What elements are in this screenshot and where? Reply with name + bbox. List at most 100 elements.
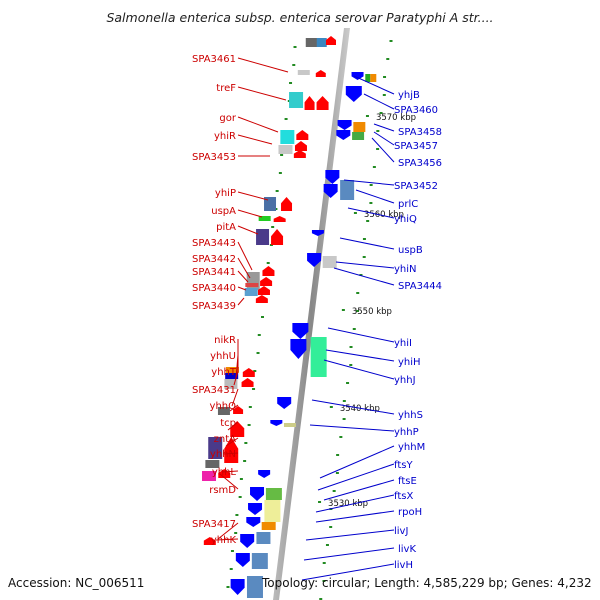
feature-box[interactable] — [280, 130, 295, 144]
gene-arrow-reverse[interactable] — [292, 323, 309, 339]
gene-label-spa3444[interactable]: SPA3444 — [398, 281, 442, 292]
gene-label-yhht[interactable]: yhhT — [211, 367, 237, 378]
gene-label-yhip[interactable]: yhiP — [215, 188, 236, 199]
gene-arrow-forward[interactable] — [224, 437, 239, 463]
gene-label-yhjb[interactable]: yhjB — [398, 90, 420, 101]
gene-arrow-forward[interactable] — [233, 406, 244, 414]
gene-label-uspb[interactable]: uspB — [398, 245, 423, 256]
gene-label-yhir[interactable]: yhiR — [214, 131, 236, 142]
gene-arrow-reverse[interactable] — [270, 420, 283, 426]
gene-arrow-forward[interactable] — [262, 266, 275, 276]
gene-label-yhhq[interactable]: yhhQ — [210, 401, 237, 412]
gene-arrow-forward[interactable] — [281, 197, 293, 211]
feature-box[interactable] — [310, 337, 327, 377]
gene-label-yhiq[interactable]: yhiQ — [394, 214, 417, 225]
gene-label-spa3461[interactable]: SPA3461 — [192, 54, 236, 65]
gene-arrow-reverse[interactable] — [351, 72, 364, 80]
feature-box[interactable] — [256, 532, 271, 544]
feature-box[interactable] — [202, 471, 217, 481]
gene-label-livh[interactable]: livH — [394, 560, 413, 571]
feature-box[interactable] — [365, 74, 371, 82]
gene-label-znta[interactable]: zntA — [214, 434, 237, 445]
gene-label-yhhm[interactable]: yhhM — [398, 442, 425, 453]
gene-arrow-reverse[interactable] — [337, 120, 352, 130]
gene-arrow-reverse[interactable] — [240, 534, 255, 548]
gene-arrow-reverse[interactable] — [230, 579, 245, 595]
gene-arrow-reverse[interactable] — [258, 470, 271, 478]
gene-arrow-reverse[interactable] — [325, 170, 340, 184]
feature-box[interactable] — [251, 553, 268, 569]
gene-label-yhii[interactable]: yhiI — [394, 338, 412, 349]
gene-label-yhih[interactable]: yhiH — [398, 357, 421, 368]
gene-label-pita[interactable]: pitA — [216, 222, 236, 233]
feature-box[interactable] — [352, 132, 365, 140]
gene-arrow-forward[interactable] — [257, 286, 270, 295]
feature-box[interactable] — [261, 522, 276, 530]
gene-label-livk[interactable]: livK — [398, 544, 416, 555]
gene-label-tcp[interactable]: tcp — [220, 418, 236, 429]
gene-label-ftsy[interactable]: ftsY — [394, 460, 413, 471]
gene-arrow-forward[interactable] — [260, 277, 273, 286]
gene-arrow-reverse[interactable] — [248, 503, 263, 515]
gene-label-rsmd[interactable]: rsmD — [209, 485, 236, 496]
gene-arrow-forward[interactable] — [304, 96, 315, 110]
gene-arrow-reverse[interactable] — [336, 130, 351, 140]
feature-box[interactable] — [256, 229, 270, 245]
feature-box[interactable] — [264, 500, 281, 522]
gene-arrow-reverse[interactable] — [290, 339, 307, 359]
gene-arrow-reverse[interactable] — [277, 397, 292, 409]
gene-label-spa3458[interactable]: SPA3458 — [398, 127, 442, 138]
gene-label-livj[interactable]: livJ — [394, 526, 408, 537]
gene-label-nikr[interactable]: nikR — [214, 335, 236, 346]
gene-label-yhhn[interactable]: yhhN — [210, 449, 236, 460]
gene-arrow-reverse[interactable] — [345, 86, 362, 102]
gene-label-prlc[interactable]: prlC — [398, 199, 418, 210]
feature-box[interactable] — [305, 38, 318, 47]
gene-label-spa3456[interactable]: SPA3456 — [398, 158, 442, 169]
gene-arrow-forward[interactable] — [271, 229, 284, 245]
gene-arrow-forward[interactable] — [255, 295, 268, 303]
feature-box[interactable] — [353, 122, 366, 132]
gene-label-rpoh[interactable]: rpoH — [398, 507, 422, 518]
gene-label-spa3441[interactable]: SPA3441 — [192, 267, 236, 278]
gene-arrow-reverse[interactable] — [246, 517, 261, 527]
feature-box[interactable] — [225, 367, 239, 373]
gene-label-yhhu[interactable]: yhhU — [210, 351, 236, 362]
gene-label-spa3439[interactable]: SPA3439 — [192, 301, 236, 312]
feature-box[interactable] — [264, 197, 277, 211]
gene-label-gor[interactable]: gor — [219, 113, 236, 124]
feature-box[interactable] — [246, 272, 260, 290]
feature-box[interactable] — [283, 423, 296, 427]
gene-label-spa3453[interactable]: SPA3453 — [192, 152, 236, 163]
gene-label-spa3440[interactable]: SPA3440 — [192, 283, 236, 294]
gene-label-uspa[interactable]: uspA — [211, 206, 236, 217]
feature-box[interactable] — [370, 74, 377, 82]
feature-box[interactable] — [217, 407, 230, 415]
gene-label-spa3457[interactable]: SPA3457 — [394, 141, 438, 152]
feature-box[interactable] — [208, 437, 223, 459]
gene-arrow-reverse[interactable] — [311, 230, 324, 236]
feature-box[interactable] — [340, 180, 355, 200]
gene-label-spa3460[interactable]: SPA3460 — [394, 105, 438, 116]
gene-arrow-forward[interactable] — [273, 216, 286, 222]
gene-label-spa3442[interactable]: SPA3442 — [192, 254, 236, 265]
gene-arrow-forward[interactable] — [241, 378, 254, 387]
gene-arrow-forward[interactable] — [203, 537, 216, 545]
gene-arrow-forward[interactable] — [296, 130, 309, 140]
gene-arrow-forward[interactable] — [294, 141, 307, 151]
gene-label-yhhp[interactable]: yhhP — [394, 427, 419, 438]
gene-label-yhin[interactable]: yhiN — [394, 264, 417, 275]
gene-arrow-reverse[interactable] — [235, 553, 250, 567]
feature-box[interactable] — [224, 379, 238, 389]
gene-label-yhhs[interactable]: yhhS — [398, 410, 423, 421]
feature-box[interactable] — [289, 92, 304, 108]
gene-arrow-forward[interactable] — [293, 150, 306, 158]
gene-label-ftsx[interactable]: ftsX — [394, 491, 413, 502]
gene-label-yhhl[interactable]: yhhL — [212, 467, 237, 478]
feature-box[interactable] — [316, 38, 327, 47]
gene-label-yhhj[interactable]: yhhJ — [394, 375, 416, 386]
gene-arrow-forward[interactable] — [242, 368, 255, 377]
feature-box[interactable] — [205, 460, 220, 468]
feature-box[interactable] — [246, 576, 263, 598]
feature-box[interactable] — [297, 70, 310, 75]
